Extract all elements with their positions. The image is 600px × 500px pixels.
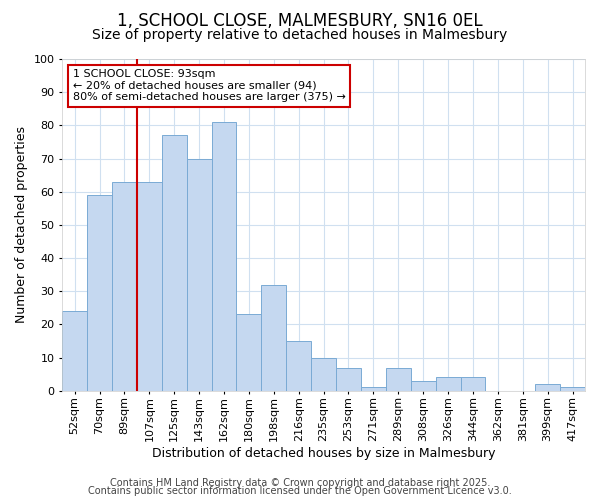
Text: 1, SCHOOL CLOSE, MALMESBURY, SN16 0EL: 1, SCHOOL CLOSE, MALMESBURY, SN16 0EL (117, 12, 483, 30)
Bar (112, 182, 137, 391)
Bar (336, 368, 361, 391)
Y-axis label: Number of detached properties: Number of detached properties (15, 126, 28, 324)
Bar (461, 378, 485, 391)
Bar (62, 311, 87, 391)
Text: Contains HM Land Registry data © Crown copyright and database right 2025.: Contains HM Land Registry data © Crown c… (110, 478, 490, 488)
Bar (137, 182, 162, 391)
Bar (386, 368, 411, 391)
Bar (560, 388, 585, 391)
Text: Contains public sector information licensed under the Open Government Licence v3: Contains public sector information licen… (88, 486, 512, 496)
Bar (286, 341, 311, 391)
Bar (236, 314, 262, 391)
Text: Size of property relative to detached houses in Malmesbury: Size of property relative to detached ho… (92, 28, 508, 42)
Bar (162, 136, 187, 391)
Text: 1 SCHOOL CLOSE: 93sqm
← 20% of detached houses are smaller (94)
80% of semi-deta: 1 SCHOOL CLOSE: 93sqm ← 20% of detached … (73, 69, 346, 102)
Bar (436, 378, 461, 391)
Bar (361, 388, 386, 391)
Bar (311, 358, 336, 391)
Bar (535, 384, 560, 391)
Bar (411, 381, 436, 391)
Bar (87, 195, 112, 391)
X-axis label: Distribution of detached houses by size in Malmesbury: Distribution of detached houses by size … (152, 447, 496, 460)
Bar (212, 122, 236, 391)
Bar (187, 158, 212, 391)
Bar (262, 284, 286, 391)
